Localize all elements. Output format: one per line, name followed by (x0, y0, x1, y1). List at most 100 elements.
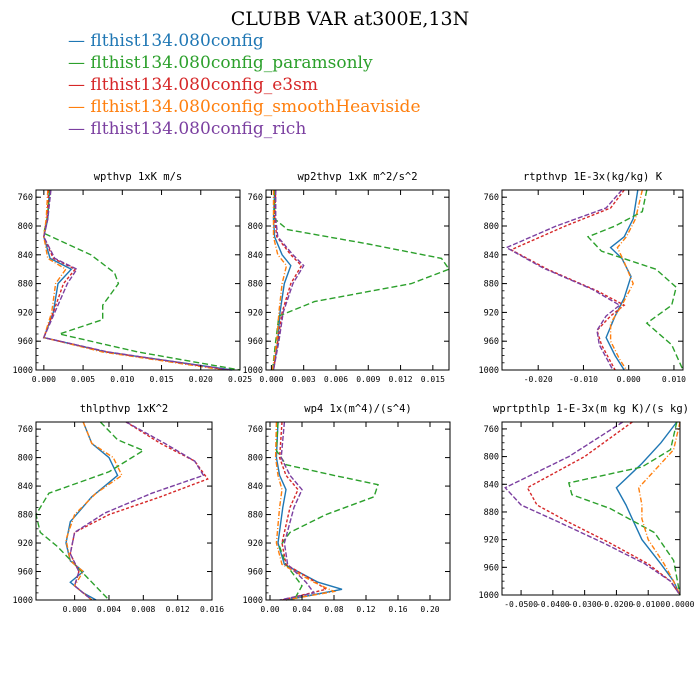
y-tick-label: 960 (484, 337, 499, 347)
y-tick-label: 800 (484, 453, 499, 463)
y-tick-label: 760 (18, 193, 33, 203)
x-tick-label: 0.12 (356, 605, 375, 614)
legend-label: flthist134.080config_paramsonly (90, 53, 373, 73)
y-tick-label: 840 (18, 251, 33, 261)
y-tick-label: 840 (18, 482, 33, 492)
page-title: CLUBB VAR at300E,13N (230, 8, 470, 30)
y-tick-label: 800 (18, 222, 33, 232)
series-line-5 (272, 190, 305, 371)
series-line-1 (65, 421, 119, 601)
x-tick-label: 0.015 (149, 375, 173, 384)
series-line-3 (278, 421, 328, 601)
series-line-5 (42, 189, 231, 371)
y-tick-label: 760 (18, 425, 33, 435)
y-tick-label: 760 (484, 425, 499, 435)
legend-entry: — flthist134.080config_smoothHeaviside (68, 96, 421, 118)
series-line-5 (504, 189, 623, 371)
y-tick-label: 920 (248, 308, 263, 318)
x-tick-label: -0.0400 (536, 600, 570, 609)
plot-frame (501, 189, 684, 371)
y-tick-label: 800 (484, 222, 499, 232)
y-tick-label: 960 (484, 563, 499, 573)
subplot-title: wpthvp 1xK m/s (94, 171, 183, 183)
y-tick-label: 760 (248, 425, 263, 435)
x-tick-label: 0.016 (200, 605, 224, 614)
legend-entry: — flthist134.080config_e3sm (68, 74, 421, 96)
x-tick-label: 0.006 (324, 375, 348, 384)
subplot-title: wp2thvp 1xK m^2/s^2 (297, 171, 417, 183)
y-tick-label: 960 (18, 337, 33, 347)
y-tick-label: 960 (248, 337, 263, 347)
legend-label: flthist134.080config_e3sm (90, 75, 318, 95)
x-tick-label: 0.20 (420, 605, 439, 614)
x-tick-label: 0.005 (71, 375, 95, 384)
series-line-2 (586, 189, 684, 371)
y-tick-label: 760 (484, 193, 499, 203)
x-tick-label: 0.015 (421, 375, 445, 384)
series-line-4 (609, 189, 643, 371)
series-line-1 (42, 189, 233, 371)
legend: — flthist134.080config — flthist134.080c… (68, 30, 421, 140)
y-tick-label: 800 (248, 222, 263, 232)
y-tick-label: 960 (18, 568, 33, 578)
y-tick-label: 840 (484, 251, 499, 261)
series-line-5 (69, 421, 205, 601)
y-tick-label: 880 (484, 508, 499, 518)
y-tick-label: 920 (18, 539, 33, 549)
subplot-5: wp4 1x(m^4)/(s^4)76080084088092096010000… (243, 403, 451, 614)
x-tick-label: -0.020 (524, 375, 553, 384)
plot-frame (501, 421, 681, 596)
subplot-title: thlpthvp 1xK^2 (80, 403, 169, 415)
x-tick-label: 0.000 (32, 375, 56, 384)
legend-entry: — flthist134.080config (68, 30, 421, 52)
series-line-2 (271, 190, 451, 371)
x-tick-label: 0.000 (259, 375, 283, 384)
y-tick-label: 920 (18, 308, 33, 318)
series-line-1 (275, 421, 343, 601)
x-tick-label: 0.003 (292, 375, 316, 384)
plot-frame (265, 421, 451, 601)
series-line-3 (509, 189, 626, 371)
x-tick-label: 0.004 (97, 605, 121, 614)
y-tick-label: 1000 (479, 366, 499, 376)
y-tick-label: 920 (248, 539, 263, 549)
y-tick-label: 880 (484, 280, 499, 290)
series-line-1 (605, 189, 639, 371)
y-tick-label: 800 (248, 454, 263, 464)
subplot-6: wprtpthlp 1-E-3x(m kg K)/(s kg) 760 800 840… (479, 403, 695, 609)
series-line-2 (567, 421, 681, 596)
series-line-3 (526, 421, 681, 596)
legend-entry: — flthist134.080config_rich (68, 118, 421, 140)
plot-frame (35, 189, 241, 371)
y-tick-label: 1000 (243, 596, 263, 606)
x-tick-label: -0.0500 (504, 600, 538, 609)
subplot-3: rtpthvp 1E-3x(kg/kg) K 760 800 840 880 920 960… (479, 171, 687, 384)
y-tick-label: 880 (18, 280, 33, 290)
series-line-2 (35, 421, 145, 601)
series-line-1 (615, 421, 681, 596)
legend-line-icon: — (68, 119, 85, 139)
series-line-4 (271, 190, 288, 371)
series-line-5 (504, 421, 681, 596)
subplot-1: wpthvp 1xK m/s76080084088092096010000.00… (13, 171, 253, 384)
x-tick-label: 0.010 (110, 375, 134, 384)
legend-line-icon: — (68, 31, 85, 51)
y-tick-label: 1000 (13, 366, 33, 376)
x-tick-label: 0.000 (617, 375, 641, 384)
series-line-4 (42, 189, 225, 371)
y-tick-label: 880 (248, 280, 263, 290)
x-tick-label: 0.0000 (666, 600, 695, 609)
x-tick-label: 0.025 (228, 375, 252, 384)
y-tick-label: 880 (248, 511, 263, 521)
series-line-3 (42, 189, 229, 371)
subplot-title: rtpthvp 1E-3x(kg/kg) K (523, 171, 663, 183)
subplot-4: thlpthvp 1xK^2 760 800 840 880 920 960 1000 0.00… (13, 403, 225, 614)
x-tick-label: -0.0300 (568, 600, 602, 609)
x-tick-label: 0.012 (389, 375, 413, 384)
x-tick-label: -0.0100 (631, 600, 665, 609)
legend-line-icon: — (68, 97, 85, 117)
subplot-title: wprtpthlp 1-E-3x(m kg K)/(s kg) (493, 403, 689, 415)
series-line-2 (42, 189, 241, 371)
y-tick-label: 840 (248, 482, 263, 492)
